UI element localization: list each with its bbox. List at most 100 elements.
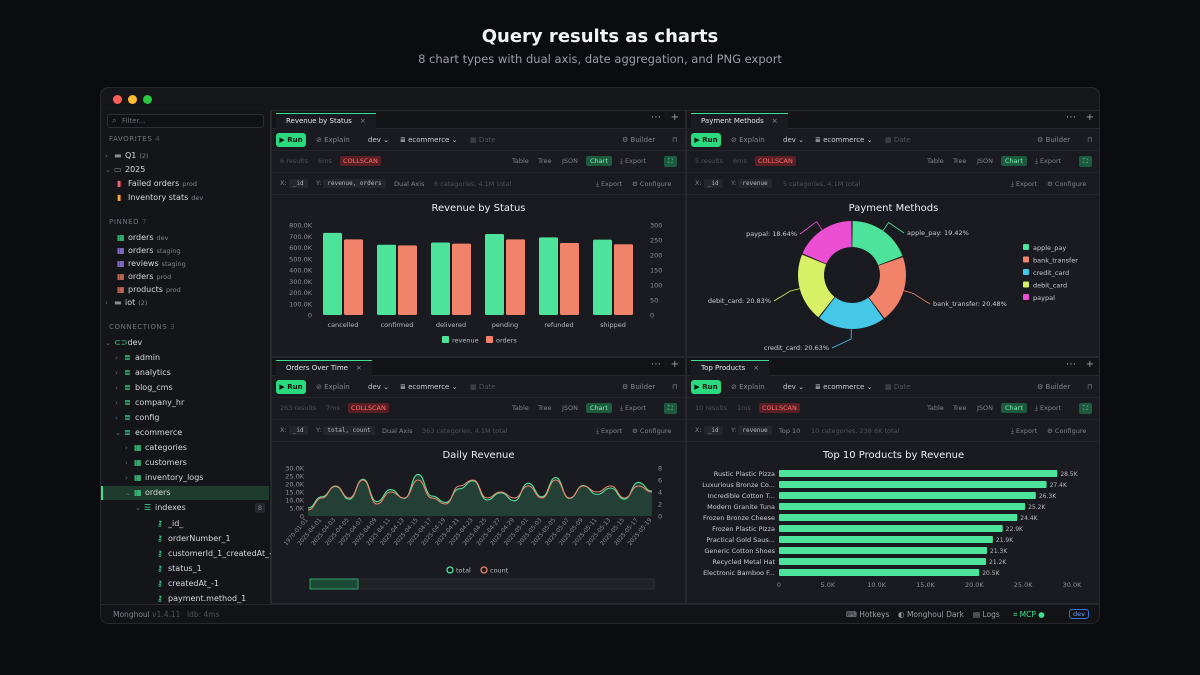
- env-select[interactable]: dev ⌄: [783, 136, 804, 144]
- env-select[interactable]: dev ⌄: [368, 136, 389, 144]
- view-json-button[interactable]: JSON: [977, 157, 994, 165]
- view-table-button[interactable]: Table: [512, 404, 529, 412]
- pinned-products-prod[interactable]: ▦ products prod: [117, 283, 181, 297]
- db-select[interactable]: ≣ ecommerce ⌄: [815, 383, 873, 391]
- db-select[interactable]: ≣ ecommerce ⌄: [400, 136, 458, 144]
- tab-revenue-by-status[interactable]: Revenue by Status ×: [276, 113, 376, 129]
- folder-2025[interactable]: ⌄ ▭ 2025: [105, 163, 145, 177]
- env-select[interactable]: dev ⌄: [783, 383, 804, 391]
- date-button[interactable]: ▦ Date: [885, 383, 911, 391]
- db-company-hr[interactable]: › ≣ company_hr: [115, 396, 184, 410]
- configure-button[interactable]: ⚙ Configure: [632, 427, 672, 435]
- indexes-folder[interactable]: ⌄ ☰ indexes 8: [135, 501, 265, 515]
- export-button[interactable]: ⤓ Export: [1035, 404, 1062, 412]
- add-tab-icon[interactable]: +: [1085, 359, 1094, 370]
- bookmark-icon[interactable]: ⊓: [672, 136, 678, 144]
- chart-export-button[interactable]: ⤓ Export: [1011, 427, 1038, 435]
- configure-button[interactable]: ⚙ Configure: [1047, 180, 1087, 188]
- pinned-orders-dev[interactable]: ▦ orders dev: [117, 231, 168, 245]
- db-blog-cms[interactable]: › ≣ blog_cms: [115, 381, 173, 395]
- maximize-window-button[interactable]: [143, 95, 152, 104]
- hotkeys-button[interactable]: ⌨ Hotkeys: [846, 610, 890, 619]
- view-json-button[interactable]: JSON: [977, 404, 994, 412]
- view-chart-button[interactable]: Chart: [1001, 403, 1027, 413]
- more-icon[interactable]: ⋯: [1066, 359, 1076, 370]
- explain-button[interactable]: ⊘ Explain: [731, 383, 765, 391]
- export-button[interactable]: ⤓ Export: [620, 404, 647, 412]
- run-button[interactable]: ▶ Run: [276, 133, 306, 147]
- close-window-button[interactable]: [113, 95, 122, 104]
- folder-q1[interactable]: › ▬ Q1 (2): [105, 149, 149, 163]
- builder-button[interactable]: ⚙ Builder: [622, 383, 656, 391]
- collection-categories[interactable]: › ▦ categories: [125, 441, 187, 455]
- close-icon[interactable]: ×: [359, 117, 366, 125]
- y-axis-field[interactable]: Y: revenue: [731, 426, 772, 435]
- env-select[interactable]: dev ⌄: [368, 383, 389, 391]
- builder-button[interactable]: ⚙ Builder: [1037, 383, 1071, 391]
- db-analytics[interactable]: › ≣ analytics: [115, 366, 171, 380]
- y-axis-field[interactable]: Y: total, count: [316, 426, 375, 435]
- pinned-header[interactable]: PINNED 7: [109, 218, 147, 226]
- x-axis-field[interactable]: X: _id: [695, 179, 723, 188]
- collection-customers[interactable]: › ▦ customers: [125, 456, 187, 470]
- chart-export-button[interactable]: ⤓ Export: [596, 180, 623, 188]
- expand-icon[interactable]: ⛶: [1079, 156, 1092, 167]
- view-json-button[interactable]: JSON: [562, 157, 579, 165]
- index-item[interactable]: ⚷ payment.method_1: [157, 592, 246, 606]
- pinned-orders-prod[interactable]: ▦ orders prod: [117, 270, 171, 284]
- view-chart-button[interactable]: Chart: [1001, 156, 1027, 166]
- more-icon[interactable]: ⋯: [651, 359, 661, 370]
- date-button[interactable]: ▦ Date: [470, 136, 496, 144]
- pinned-reviews-staging[interactable]: ▦ reviews staging: [117, 257, 186, 271]
- tab-top-products[interactable]: Top Products ×: [691, 360, 770, 376]
- x-axis-field[interactable]: X: _id: [695, 426, 723, 435]
- more-icon[interactable]: ⋯: [1066, 112, 1076, 123]
- view-chart-button[interactable]: Chart: [586, 403, 612, 413]
- connection-dev[interactable]: ⌄ ⊂⊃ dev: [105, 336, 142, 350]
- expand-icon[interactable]: ⛶: [1079, 403, 1092, 414]
- close-icon[interactable]: ×: [771, 117, 778, 125]
- view-tree-button[interactable]: Tree: [538, 157, 552, 165]
- explain-button[interactable]: ⊘ Explain: [731, 136, 765, 144]
- builder-button[interactable]: ⚙ Builder: [1037, 136, 1071, 144]
- chart-export-button[interactable]: ⤓ Export: [596, 427, 623, 435]
- db-config[interactable]: › ≣ config: [115, 411, 159, 425]
- index-item[interactable]: ⚷ orderNumber_1: [157, 532, 231, 546]
- view-json-button[interactable]: JSON: [562, 404, 579, 412]
- configure-button[interactable]: ⚙ Configure: [632, 180, 672, 188]
- db-admin[interactable]: › ≣ admin: [115, 351, 160, 365]
- view-table-button[interactable]: Table: [927, 157, 944, 165]
- close-icon[interactable]: ×: [753, 364, 760, 372]
- index-item[interactable]: ⚷ createdAt_-1: [157, 577, 219, 591]
- db-select[interactable]: ≣ ecommerce ⌄: [815, 136, 873, 144]
- add-tab-icon[interactable]: +: [670, 359, 679, 370]
- index-item[interactable]: ⚷ status_1: [157, 562, 202, 576]
- export-button[interactable]: ⤓ Export: [1035, 157, 1062, 165]
- more-icon[interactable]: ⋯: [651, 112, 661, 123]
- configure-button[interactable]: ⚙ Configure: [1047, 427, 1087, 435]
- db-ecommerce[interactable]: ⌄ ≣ ecommerce: [115, 426, 182, 440]
- x-axis-field[interactable]: X: _id: [280, 179, 308, 188]
- connections-header[interactable]: CONNECTIONS 3: [109, 323, 175, 331]
- db-select[interactable]: ≣ ecommerce ⌄: [400, 383, 458, 391]
- expand-icon[interactable]: ⛶: [664, 156, 677, 167]
- add-tab-icon[interactable]: +: [1085, 112, 1094, 123]
- bookmark-icon[interactable]: ⊓: [672, 383, 678, 391]
- explain-button[interactable]: ⊘ Explain: [316, 383, 350, 391]
- pinned-orders-staging[interactable]: ▦ orders staging: [117, 244, 181, 258]
- tab-payment-methods[interactable]: Payment Methods ×: [691, 113, 788, 129]
- collection-orders[interactable]: ⌄ ▦ orders: [103, 486, 269, 500]
- bookmark-icon[interactable]: ⊓: [1087, 136, 1093, 144]
- close-icon[interactable]: ×: [355, 364, 362, 372]
- builder-button[interactable]: ⚙ Builder: [622, 136, 656, 144]
- view-chart-button[interactable]: Chart: [586, 156, 612, 166]
- x-axis-field[interactable]: X: _id: [280, 426, 308, 435]
- export-button[interactable]: ⤓ Export: [620, 157, 647, 165]
- run-button[interactable]: ▶ Run: [691, 380, 721, 394]
- y-axis-field[interactable]: Y: revenue, orders: [316, 179, 386, 188]
- add-tab-icon[interactable]: +: [670, 112, 679, 123]
- view-tree-button[interactable]: Tree: [953, 404, 967, 412]
- view-table-button[interactable]: Table: [927, 404, 944, 412]
- env-badge[interactable]: dev: [1069, 609, 1089, 619]
- run-button[interactable]: ▶ Run: [691, 133, 721, 147]
